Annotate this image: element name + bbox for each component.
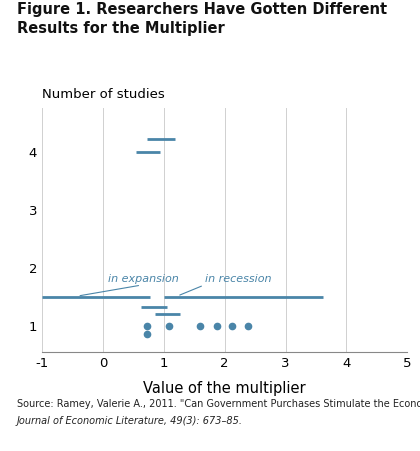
Text: in recession: in recession [205, 274, 272, 284]
Text: in expansion: in expansion [108, 274, 178, 284]
Text: Figure 1. Researchers Have Gotten Different
Results for the Multiplier: Figure 1. Researchers Have Gotten Differ… [17, 2, 387, 36]
Text: Number of studies: Number of studies [42, 88, 165, 101]
Text: Journal of Economic Literature, 49(3): 673–85.: Journal of Economic Literature, 49(3): 6… [17, 416, 243, 426]
Text: Source: Ramey, Valerie A., 2011. "Can Government Purchases Stimulate the Economy: Source: Ramey, Valerie A., 2011. "Can Go… [17, 399, 420, 409]
X-axis label: Value of the multiplier: Value of the multiplier [143, 381, 306, 396]
